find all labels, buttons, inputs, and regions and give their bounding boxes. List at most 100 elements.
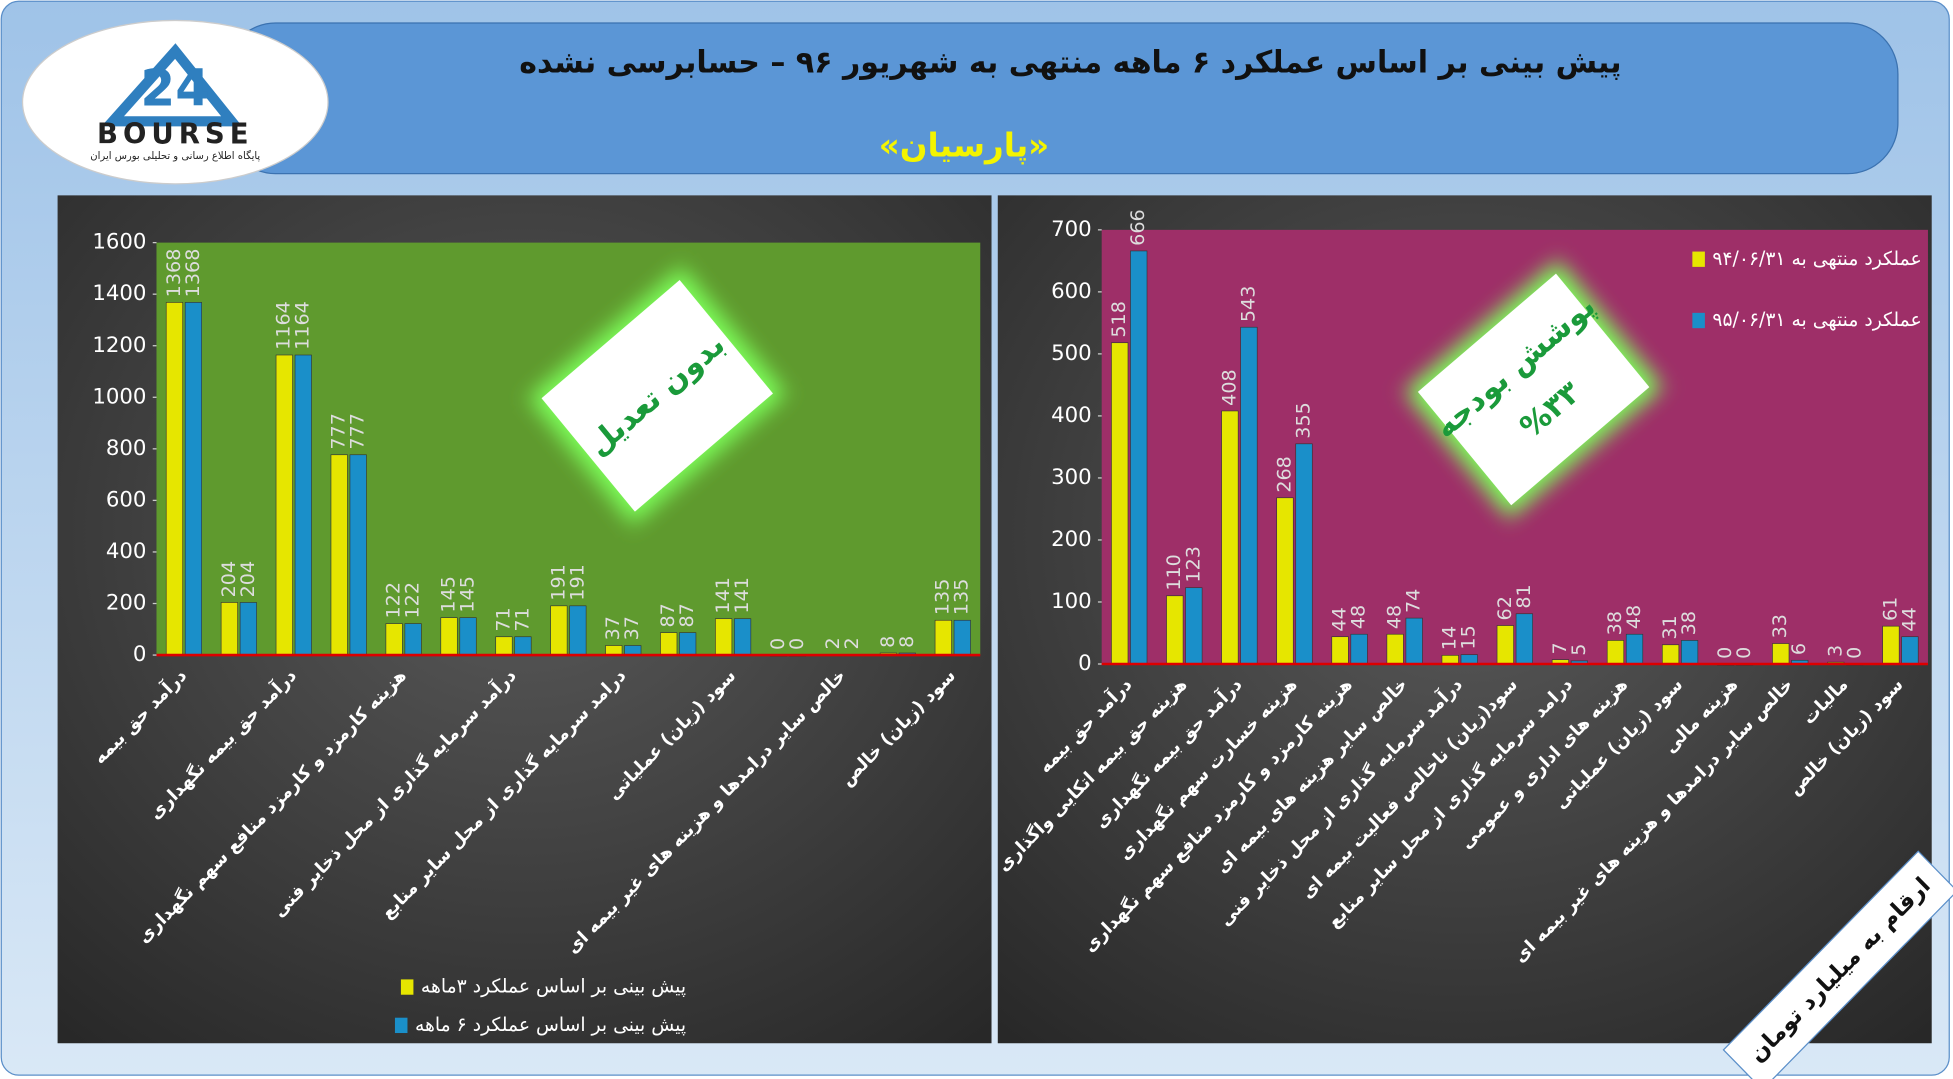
bar bbox=[1661, 644, 1680, 665]
value-label: 145 bbox=[457, 576, 479, 613]
legend-label: عملکرد منتهی به ۹۵/۰۶/۳۱ bbox=[1712, 309, 1921, 331]
value-label: 0 bbox=[786, 638, 808, 650]
bar bbox=[953, 619, 971, 656]
y-tick-label: 100 bbox=[1051, 589, 1092, 614]
value-label: 1368 bbox=[182, 249, 204, 298]
value-label: 71 bbox=[512, 607, 534, 631]
logo-name: BOURSE bbox=[97, 117, 254, 150]
bar bbox=[1496, 625, 1514, 665]
plot-area bbox=[156, 242, 981, 656]
value-label: 135 bbox=[932, 579, 954, 616]
legend-label: پیش بینی بر اساس عملکرد ۶ ماهه bbox=[415, 1014, 686, 1036]
bar bbox=[294, 354, 312, 656]
value-label: 191 bbox=[566, 564, 588, 601]
y-tick-label: 300 bbox=[1051, 465, 1092, 490]
bar bbox=[1166, 595, 1184, 665]
y-tick-label: 700 bbox=[1051, 217, 1092, 242]
value-label: 71 bbox=[493, 607, 515, 631]
value-label: 14 bbox=[1439, 626, 1461, 650]
legend-label: عملکرد منتهی به ۹۴/۰۶/۳۱ bbox=[1712, 248, 1921, 270]
value-label: 0 bbox=[1843, 647, 1865, 659]
value-label: 38 bbox=[1678, 611, 1700, 635]
y-tick-label: 200 bbox=[1051, 527, 1092, 552]
y-tick-label: 600 bbox=[106, 487, 147, 512]
value-label: 81 bbox=[1513, 584, 1535, 608]
value-label: 3 bbox=[1824, 645, 1846, 657]
bar bbox=[1405, 617, 1423, 665]
bar bbox=[1185, 587, 1203, 665]
header-subtitle: «پارسیان» bbox=[879, 125, 1049, 164]
bar bbox=[184, 302, 202, 656]
value-label: 7 bbox=[1549, 642, 1571, 654]
bar bbox=[1331, 636, 1349, 665]
value-label: 15 bbox=[1458, 625, 1480, 649]
value-label: 37 bbox=[602, 616, 624, 640]
legend-swatch bbox=[394, 1017, 408, 1034]
bar bbox=[220, 602, 238, 656]
bar bbox=[440, 617, 458, 656]
bar bbox=[1901, 636, 1919, 665]
value-label: 87 bbox=[657, 603, 679, 627]
logo-number: 24 bbox=[140, 58, 210, 118]
bar bbox=[569, 605, 587, 656]
value-label: 1368 bbox=[163, 249, 185, 298]
value-label: 61 bbox=[1880, 597, 1902, 621]
bar bbox=[1221, 410, 1239, 665]
value-label: 518 bbox=[1108, 301, 1130, 338]
value-label: 48 bbox=[1384, 605, 1406, 629]
value-label: 408 bbox=[1219, 369, 1241, 406]
value-label: 110 bbox=[1163, 554, 1185, 591]
logo-icon bbox=[101, 43, 243, 127]
value-label: 0 bbox=[1714, 647, 1736, 659]
value-label: 8 bbox=[896, 636, 918, 648]
value-label: 37 bbox=[621, 616, 643, 640]
logo-badge bbox=[21, 19, 329, 185]
value-label: 135 bbox=[951, 579, 973, 616]
value-label: 0 bbox=[767, 638, 789, 650]
value-label: 141 bbox=[731, 577, 753, 614]
bar bbox=[1681, 640, 1699, 665]
bar bbox=[934, 619, 952, 656]
value-label: 777 bbox=[328, 413, 350, 450]
value-label: 87 bbox=[676, 603, 698, 627]
bar bbox=[330, 454, 348, 656]
value-label: 122 bbox=[383, 582, 405, 619]
bar bbox=[349, 454, 367, 656]
bar bbox=[550, 605, 568, 656]
value-label: 122 bbox=[402, 582, 424, 619]
value-label: 44 bbox=[1329, 607, 1351, 631]
bar bbox=[1625, 633, 1644, 665]
value-label: 123 bbox=[1182, 546, 1204, 583]
y-tick-label: 0 bbox=[1078, 651, 1092, 676]
bar bbox=[1240, 326, 1258, 665]
bar bbox=[624, 645, 642, 656]
value-label: 31 bbox=[1659, 615, 1681, 639]
bar bbox=[1350, 633, 1368, 665]
bar bbox=[1515, 613, 1533, 665]
value-label: 145 bbox=[438, 576, 460, 613]
bar bbox=[1882, 625, 1900, 665]
bar bbox=[1295, 443, 1313, 665]
badge-box bbox=[541, 280, 773, 512]
value-label: 1164 bbox=[292, 301, 314, 350]
value-label: 62 bbox=[1494, 596, 1516, 620]
bar bbox=[1460, 654, 1478, 665]
bar bbox=[1130, 250, 1148, 665]
bar bbox=[605, 645, 623, 656]
bar bbox=[514, 636, 532, 656]
bar bbox=[495, 636, 513, 656]
value-label: 0 bbox=[1733, 647, 1755, 659]
value-label: 204 bbox=[237, 561, 259, 598]
badge-box bbox=[1417, 273, 1650, 506]
value-label: 2 bbox=[822, 637, 844, 649]
value-label: 141 bbox=[712, 577, 734, 614]
value-label: 48 bbox=[1623, 605, 1645, 629]
legend-label: پیش بینی بر اساس عملکرد ۳ماهه bbox=[421, 975, 686, 997]
bar bbox=[459, 617, 477, 656]
y-tick-label: 500 bbox=[1051, 341, 1092, 366]
bar bbox=[734, 618, 752, 656]
bar bbox=[715, 618, 733, 656]
y-tick-label: 200 bbox=[106, 590, 147, 615]
bar bbox=[1441, 654, 1459, 665]
